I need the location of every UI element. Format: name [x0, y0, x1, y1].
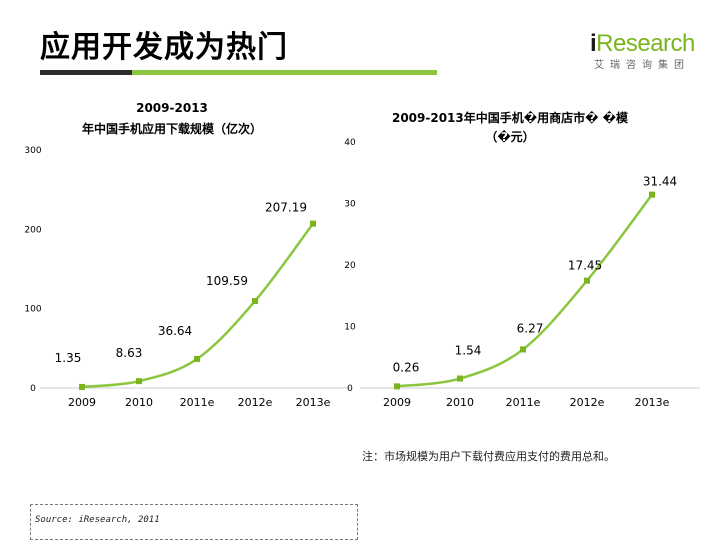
- data-point: [194, 355, 200, 362]
- chart-title-line1: 2009-2013: [136, 101, 208, 115]
- data-label: 207.19: [265, 201, 307, 215]
- page-title: 应用开发成为热门: [40, 30, 288, 65]
- chart-app-store-market: 2009-2013年中国手机�用商店市� �模 （�元） 0 10 20 30 40 2009…: [344, 110, 700, 409]
- y-tick-label: 0: [347, 384, 353, 394]
- y-tick-label: 0: [30, 384, 36, 394]
- chart-app-downloads: 2009-2013 年中国手机应用下载规模（亿次） 0 100 200 300 2009 20…: [24, 101, 350, 409]
- x-tick-label: 2010: [125, 396, 153, 409]
- data-label: 36.64: [158, 324, 192, 338]
- footnote: 注：市场规模为用户下载付费应用支付的费用总和。: [362, 450, 615, 463]
- data-point: [252, 298, 258, 305]
- source-box: Source: iResearch, 2011: [30, 504, 358, 540]
- logo-subtitle: 艾瑞咨询集团: [594, 60, 690, 71]
- data-point: [79, 383, 85, 390]
- chart-title-line2: 年中国手机应用下载规模（亿次）: [82, 121, 262, 136]
- data-label: 0.26: [393, 360, 420, 374]
- iresearch-logo: iResearch 艾瑞咨询集团: [590, 30, 695, 71]
- data-point: [310, 220, 316, 227]
- y-tick-label: 200: [24, 225, 41, 235]
- data-point: [520, 346, 526, 353]
- data-point: [394, 383, 400, 390]
- x-tick-label: 2010: [446, 396, 474, 409]
- chart-title-line2: （�元）: [485, 129, 534, 144]
- series-line: [81, 222, 315, 389]
- y-tick-label: 300: [24, 146, 41, 156]
- source-text: Source: iResearch, 2011: [35, 515, 160, 525]
- title-underline-green: [132, 70, 437, 75]
- x-tick-label: 2013e: [296, 396, 331, 409]
- y-tick-label: 10: [344, 323, 356, 333]
- data-label: 17.45: [568, 259, 602, 273]
- chart-title-line1: 2009-2013年中国手机�用商店市� �模: [392, 110, 629, 125]
- data-point: [457, 375, 463, 382]
- data-label: 1.35: [55, 351, 82, 365]
- y-tick-label: 100: [24, 305, 41, 315]
- data-point: [584, 277, 590, 284]
- data-point: [649, 191, 655, 198]
- x-tick-label: 2013e: [635, 396, 670, 409]
- data-label: 8.63: [116, 346, 143, 360]
- series-line: [396, 193, 653, 388]
- data-point: [136, 378, 142, 385]
- x-tick-label: 2011e: [180, 396, 215, 409]
- data-label: 31.44: [643, 175, 677, 189]
- y-tick-label: 40: [344, 138, 356, 148]
- x-tick-label: 2009: [383, 396, 411, 409]
- data-label: 109.59: [206, 274, 248, 288]
- y-tick-label: 20: [344, 261, 356, 271]
- x-tick-label: 2009: [68, 396, 96, 409]
- data-label: 1.54: [455, 344, 482, 358]
- x-tick-label: 2012e: [238, 396, 273, 409]
- data-label: 6.27: [517, 321, 544, 335]
- x-tick-label: 2011e: [506, 396, 541, 409]
- y-tick-label: 30: [344, 200, 356, 210]
- x-tick-label: 2012e: [570, 396, 605, 409]
- title-underline-dark: [40, 70, 132, 75]
